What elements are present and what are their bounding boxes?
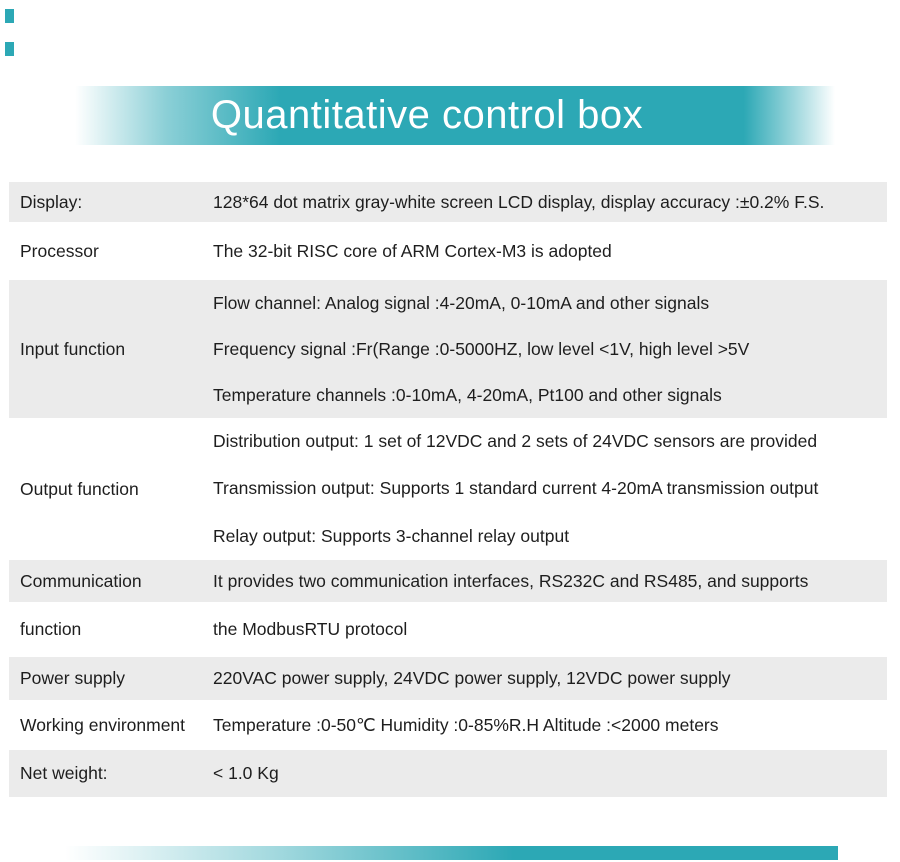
row-value: The 32-bit RISC core of ARM Cortex-M3 is… — [213, 222, 887, 280]
row-label: Power supply — [20, 668, 126, 688]
row-line: < 1.0 Kg — [213, 763, 279, 783]
row-line: 220VAC power supply, 24VDC power supply,… — [213, 668, 731, 688]
spec-row-net-weight: Net weight: < 1.0 Kg — [9, 750, 887, 797]
row-line: Frequency signal :Fr(Range :0-5000HZ, lo… — [213, 338, 750, 359]
spec-row-power-supply: Power supply 220VAC power supply, 24VDC … — [9, 657, 887, 700]
row-value: 220VAC power supply, 24VDC power supply,… — [213, 657, 887, 700]
row-label: Net weight: — [20, 763, 108, 783]
row-label: Working environment — [20, 714, 186, 735]
spec-row-communication-function: function the ModbusRTU protocol — [9, 602, 887, 657]
row-label: function — [20, 619, 82, 639]
corner-dash-icon — [5, 42, 14, 56]
row-line: Distribution output: 1 set of 12VDC and … — [213, 431, 818, 452]
row-line: the ModbusRTU protocol — [213, 619, 408, 639]
row-label: Processor — [20, 240, 99, 261]
row-line: Transmission output: Supports 1 standard… — [213, 478, 819, 499]
row-label: Input function — [20, 338, 126, 359]
row-value: It provides two communication interfaces… — [213, 560, 887, 602]
row-line: Relay output: Supports 3-channel relay o… — [213, 525, 570, 546]
spec-row-input-function: Input function Flow channel: Analog sign… — [9, 280, 887, 418]
row-value: the ModbusRTU protocol — [213, 602, 887, 657]
spec-row-communication: Communication It provides two communicat… — [9, 560, 887, 602]
row-label: Display: — [20, 191, 83, 212]
row-label: Communication — [20, 570, 142, 591]
title-banner: Quantitative control box — [75, 86, 835, 145]
spec-table: Display: 128*64 dot matrix gray-white sc… — [0, 182, 900, 797]
row-line: 128*64 dot matrix gray-white screen LCD … — [213, 191, 825, 212]
row-line: Flow channel: Analog signal :4-20mA, 0-1… — [213, 292, 710, 313]
row-value: 128*64 dot matrix gray-white screen LCD … — [213, 182, 887, 222]
spec-row-display: Display: 128*64 dot matrix gray-white sc… — [9, 182, 887, 222]
page-title: Quantitative control box — [210, 93, 644, 137]
row-line: The 32-bit RISC core of ARM Cortex-M3 is… — [213, 240, 612, 261]
row-value: Flow channel: Analog signal :4-20mA, 0-1… — [213, 280, 887, 418]
corner-dash-icon — [5, 9, 14, 23]
spec-row-working-environment: Working environment Temperature :0-50℃ H… — [9, 700, 887, 750]
spec-row-processor: Processor The 32-bit RISC core of ARM Co… — [9, 222, 887, 280]
row-line: Temperature channels :0-10mA, 4-20mA, Pt… — [213, 384, 722, 405]
spec-row-output-function: Output function Distribution output: 1 s… — [9, 418, 887, 560]
row-label: Output function — [20, 478, 139, 499]
row-line: Temperature :0-50℃ Humidity :0-85%R.H Al… — [213, 714, 719, 735]
row-line: It provides two communication interfaces… — [213, 570, 809, 591]
row-value: Distribution output: 1 set of 12VDC and … — [213, 418, 887, 560]
bottom-accent-bar — [65, 846, 838, 860]
row-value: < 1.0 Kg — [213, 750, 887, 797]
row-value: Temperature :0-50℃ Humidity :0-85%R.H Al… — [213, 700, 887, 750]
